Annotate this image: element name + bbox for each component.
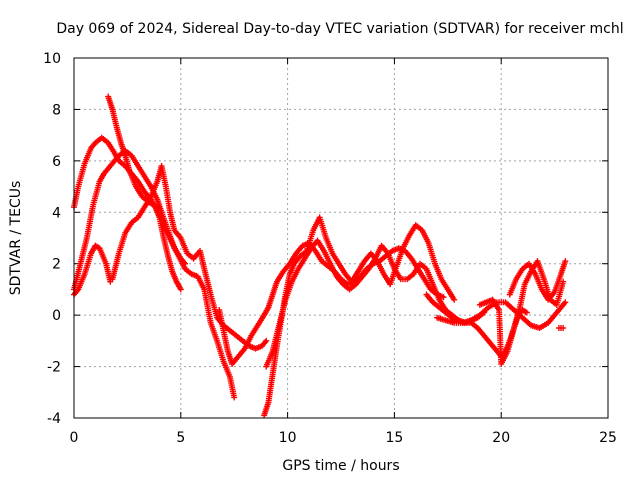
data-point [231, 394, 238, 401]
y-axis-label: SDTVAR / TECUs [8, 181, 24, 296]
x-tick-label: 20 [492, 430, 510, 446]
data-point [263, 337, 270, 344]
data-point [560, 325, 567, 331]
data-point [440, 294, 447, 301]
data-point [562, 258, 569, 265]
y-tick-label: 10 [43, 51, 61, 67]
axis-ticks [73, 57, 609, 419]
y-tick-label: 6 [52, 154, 61, 170]
x-tick-label: 25 [599, 430, 617, 446]
x-tick-label: 10 [279, 430, 297, 446]
chart-title: Day 069 of 2024, Sidereal Day-to-day VTE… [56, 21, 623, 37]
grid-lines [74, 58, 608, 418]
data-point [523, 309, 530, 316]
y-tick-label: 2 [52, 257, 61, 273]
data-point [74, 287, 81, 294]
y-tick-label: 8 [52, 102, 61, 118]
data-points [71, 93, 569, 419]
data-point [262, 339, 269, 346]
data-point [562, 299, 569, 306]
y-tick-label: -2 [47, 360, 61, 376]
plot-frame [73, 57, 609, 419]
tick-labels: 0 5 10 15 20 25 -4 -2 0 2 4 6 8 10 [43, 51, 617, 446]
x-tick-label: 5 [176, 430, 185, 446]
y-tick-label: 0 [52, 308, 61, 324]
data-point [451, 296, 458, 303]
data-point [177, 286, 184, 293]
x-axis-label: GPS time / hours [282, 458, 399, 474]
y-tick-label: 4 [52, 205, 61, 221]
y-tick-label: -4 [47, 411, 61, 427]
x-tick-label: 0 [70, 430, 79, 446]
x-tick-label: 15 [385, 430, 403, 446]
